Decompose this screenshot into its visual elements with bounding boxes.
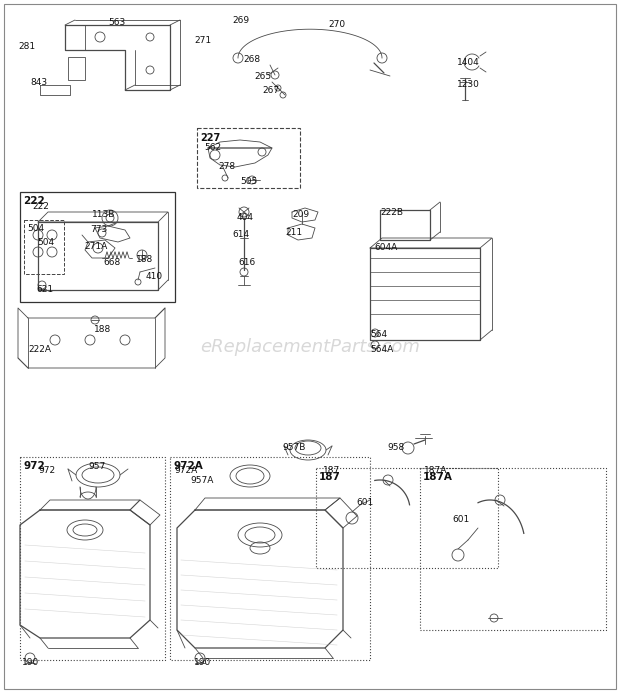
Text: 1230: 1230 [457,80,480,89]
Text: 269: 269 [232,16,249,25]
Text: 564: 564 [370,330,387,339]
Text: 563: 563 [108,18,125,27]
Text: 222A: 222A [28,345,51,354]
Text: 211: 211 [285,228,302,237]
Text: 972: 972 [23,461,45,471]
Text: 616: 616 [238,258,255,267]
Text: 188: 188 [94,325,111,334]
Text: eReplacementParts.com: eReplacementParts.com [200,337,420,356]
Text: 281: 281 [18,42,35,51]
Text: 267: 267 [262,86,279,95]
Text: 265: 265 [254,72,271,81]
Text: 504: 504 [27,224,44,233]
Text: 843: 843 [30,78,47,87]
Text: 190: 190 [194,658,211,667]
Text: 222: 222 [23,196,45,206]
Text: 222: 222 [32,202,49,211]
Text: 972A: 972A [173,461,203,471]
Text: 562: 562 [204,143,221,152]
Bar [20,457,165,660]
Text: 505: 505 [240,177,257,186]
Bar [24,220,64,274]
Text: 270: 270 [328,20,345,29]
Text: 187A: 187A [423,472,453,482]
Bar [68,57,85,80]
Text: 209: 209 [292,210,309,219]
Bar [420,468,606,630]
Text: 404: 404 [237,213,254,222]
Text: 972: 972 [38,466,55,475]
Text: 601: 601 [452,515,469,524]
Text: 564A: 564A [370,345,393,354]
Text: 604A: 604A [374,243,397,252]
Text: 958: 958 [387,443,404,452]
Text: 621: 621 [36,285,53,294]
Text: 227: 227 [200,133,220,143]
Text: 278: 278 [218,162,235,171]
Text: 601: 601 [356,498,373,507]
Text: 957: 957 [88,462,105,471]
Bar [20,192,175,302]
Text: 268: 268 [243,55,260,64]
Text: 187A: 187A [424,466,448,475]
Text: 957B: 957B [282,443,306,452]
Text: 668: 668 [103,258,120,267]
Text: 188: 188 [136,255,153,264]
Text: 190: 190 [22,658,39,667]
Text: 113B: 113B [92,210,115,219]
Text: 187: 187 [319,472,341,482]
Text: 222B: 222B [380,208,403,217]
Text: 1404: 1404 [457,58,480,67]
Text: 773: 773 [90,225,107,234]
Text: 957A: 957A [190,476,213,485]
Text: 410: 410 [146,272,163,281]
Bar [197,128,300,188]
Text: 614: 614 [232,230,249,239]
Text: 271: 271 [194,36,211,45]
Bar [170,457,370,660]
Text: 187: 187 [323,466,340,475]
Text: 972A: 972A [174,466,197,475]
Text: 271A: 271A [84,242,107,251]
Bar [316,468,498,568]
Text: 504: 504 [37,238,54,247]
